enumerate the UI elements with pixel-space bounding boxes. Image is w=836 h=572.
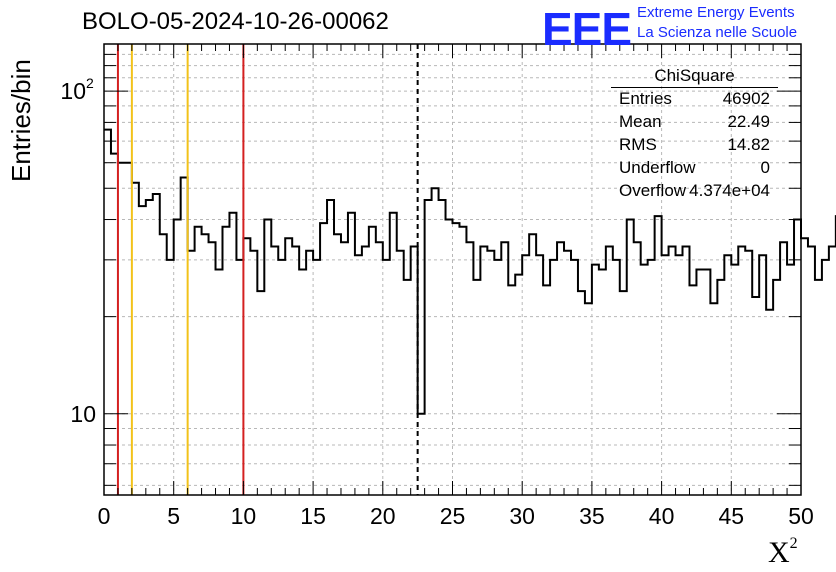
y-tick-label-exponent: 2 [86,75,94,91]
chart-title: BOLO-05-2024-10-26-00062 [82,8,389,35]
x-tick-label: 25 [440,503,466,529]
marker-lines [116,44,419,495]
axis-ticks [103,44,802,495]
stats-key: RMS [619,135,657,154]
logo-line-2: La Scienza nelle Scuole [637,24,798,41]
y-tick-label: 10 [70,401,96,427]
stats-key: Underflow [619,158,696,177]
x-tick-label: 20 [370,503,396,529]
stats-key: Mean [619,112,662,131]
stats-row: Overflow 4.374e+04 [611,181,778,204]
x-axis-label: X2 [768,535,798,569]
stats-title: ChiSquare [654,66,735,85]
eee-logo-icon: EEE [542,3,632,55]
logo-line-1: Extreme Energy Events [637,4,795,21]
stats-row: Entries 46902 [611,89,778,112]
x-tick-label: 50 [788,503,814,529]
stats-row: RMS 14.82 [611,135,778,158]
stats-row: Mean 22.49 [611,112,778,135]
x-tick-label: 15 [300,503,326,529]
x-tick-label: 45 [719,503,745,529]
stats-value: 22.49 [727,112,770,131]
x-tick-label: 10 [231,503,257,529]
stats-divider [611,87,778,88]
y-tick-label: 10 [60,78,86,104]
stats-value: 14.82 [727,135,770,154]
stats-box: ChiSquare Entries 46902 Mean 22.49 RMS 14.82 U… [611,66,778,204]
x-tick-label: 0 [98,503,111,529]
stats-value: 46902 [722,89,770,108]
stats-row: Underflow 0 [611,158,778,181]
y-axis-label: Entries/bin [6,59,36,182]
x-tick-label: 5 [167,503,180,529]
x-tick-label: 30 [509,503,535,529]
stats-value: 0 [760,158,770,177]
stats-value: 4.374e+04 [689,181,770,200]
stats-rows: Entries 46902 Mean 22.49 RMS 14.82 Underflow 0 O… [611,89,778,204]
stats-key: Entries [619,89,672,108]
x-tick-label: 35 [579,503,605,529]
stats-key: Overflow [619,181,687,200]
x-tick-label: 40 [649,503,675,529]
